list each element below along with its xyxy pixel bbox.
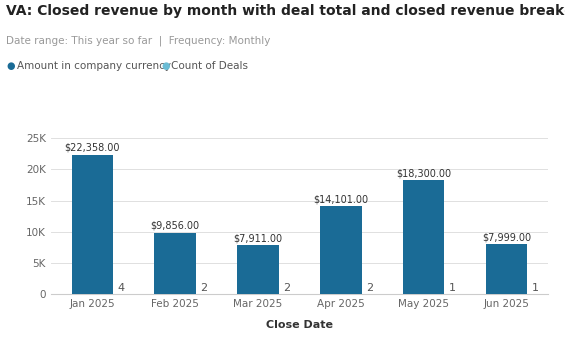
Text: 1: 1 — [532, 283, 538, 293]
Text: ●: ● — [7, 61, 15, 71]
Bar — [486, 244, 527, 294]
Text: 1: 1 — [449, 283, 455, 293]
Bar — [320, 206, 362, 294]
Text: $14,101.00: $14,101.00 — [314, 194, 368, 204]
Text: ●: ● — [161, 61, 169, 71]
Text: Amount in company currency: Amount in company currency — [17, 61, 171, 71]
Text: VA: Closed revenue by month with deal total and closed revenue breakdown: VA: Closed revenue by month with deal to… — [6, 4, 565, 18]
Text: $9,856.00: $9,856.00 — [151, 221, 199, 231]
Bar — [154, 233, 196, 294]
X-axis label: Close Date: Close Date — [266, 320, 333, 330]
Text: 2: 2 — [366, 283, 373, 293]
Bar — [72, 155, 113, 294]
Text: Count of Deals: Count of Deals — [171, 61, 248, 71]
Text: $22,358.00: $22,358.00 — [64, 143, 120, 153]
Text: 2: 2 — [200, 283, 207, 293]
Bar — [403, 180, 445, 294]
Text: 2: 2 — [283, 283, 290, 293]
Text: Date range: This year so far  |  Frequency: Monthly: Date range: This year so far | Frequency… — [6, 36, 270, 46]
Text: $7,911.00: $7,911.00 — [233, 233, 282, 243]
Bar — [237, 245, 279, 294]
Text: $18,300.00: $18,300.00 — [396, 168, 451, 178]
Text: 4: 4 — [117, 283, 124, 293]
Text: $7,999.00: $7,999.00 — [482, 233, 531, 243]
